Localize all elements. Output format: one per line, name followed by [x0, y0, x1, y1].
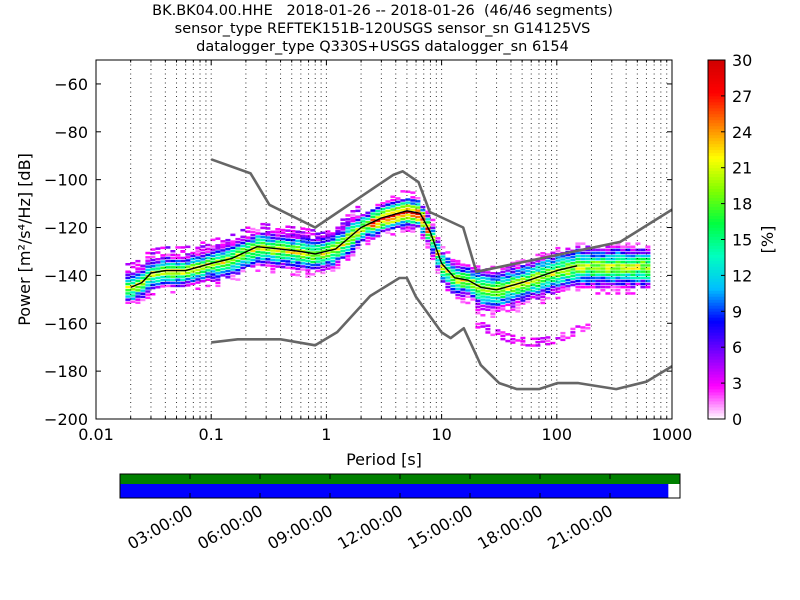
- y-tick-label: −120: [44, 219, 88, 238]
- timeline-tick-label: 18:00:00: [474, 501, 546, 553]
- colorbar-tick-label: 6: [732, 338, 742, 357]
- x-tick-label: 100: [542, 425, 573, 444]
- chart-title-line-3: datalogger_type Q330S+USGS datalogger_sn…: [196, 39, 569, 55]
- colorbar-tick-label: 18: [732, 195, 752, 214]
- y-tick-label: −80: [54, 123, 88, 142]
- coverage-bar: [120, 484, 669, 498]
- x-axis-label: Period [s]: [346, 450, 422, 469]
- x-tick-label: 0.1: [198, 425, 223, 444]
- nhnm-curve: [210, 158, 673, 274]
- timeline-tick-label: 15:00:00: [404, 501, 476, 553]
- colorbar-tick-label: 3: [732, 374, 742, 393]
- y-tick-label: −140: [44, 266, 88, 285]
- psd-axes: 0.01 0.1 1 10 100 1000 −200 −180 −160 −140 −120 −10…: [15, 60, 692, 469]
- timeline-tick-label: 12:00:00: [334, 501, 406, 553]
- y-tick-label: −60: [54, 75, 88, 94]
- colorbar: 0 3 6 9 12 15 18 21 24 27 30 [%]: [707, 51, 777, 429]
- coverage-timeline: 03:00:0006:00:0009:00:0012:00:0015:00:00…: [119, 473, 681, 553]
- timeline-tick-label: 09:00:00: [264, 501, 336, 553]
- y-tick-label: −180: [44, 362, 88, 381]
- y-axis-label: Power [m²/s⁴/Hz] [dB]: [15, 153, 34, 326]
- x-tick-label: 1000: [652, 425, 693, 444]
- x-tick-label: 10: [431, 425, 451, 444]
- colorbar-tick-label: 0: [732, 410, 742, 429]
- colorbar-label: [%]: [758, 226, 777, 254]
- nlnm-curve: [211, 276, 673, 391]
- colorbar-tick-label: 30: [732, 51, 752, 70]
- colorbar-tick-label: 9: [732, 302, 742, 321]
- x-tick-label: 1: [321, 425, 331, 444]
- median-curve: [130, 210, 578, 291]
- y-tick-label: −100: [44, 171, 88, 190]
- colorbar-tick-label: 24: [732, 123, 752, 142]
- curve-layer: [130, 158, 673, 391]
- y-tick-label: −200: [44, 410, 88, 429]
- colorbar-tick-label: 21: [732, 159, 752, 178]
- colorbar-tick-label: 15: [732, 231, 752, 250]
- timeline-tick-label: 06:00:00: [194, 501, 266, 553]
- timeline-tick-label: 03:00:00: [124, 501, 196, 553]
- colorbar-tick-label: 12: [732, 266, 752, 285]
- timeline-tick-label: 21:00:00: [544, 501, 616, 553]
- psd-axes-frame: [95, 59, 673, 420]
- chart-title-line-1: BK.BK04.00.HHE 2018-01-26 -- 2018-01-26 …: [152, 3, 613, 19]
- x-tick-label: 0.01: [78, 425, 114, 444]
- colorbar-tick-label: 27: [732, 87, 752, 106]
- chart-title-line-2: sensor_type REFTEK151B-120USGS sensor_sn…: [174, 21, 591, 37]
- psd-heatmap: [125, 190, 651, 347]
- y-tick-label: −160: [44, 314, 88, 333]
